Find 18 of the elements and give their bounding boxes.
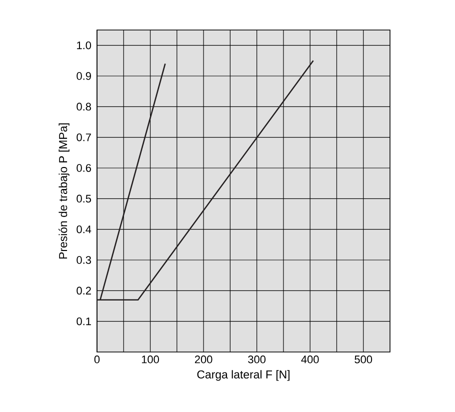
y-tick-label: 0.2 [76, 286, 91, 295]
y-tick-label: 0.4 [76, 225, 92, 234]
y-tick-label: 0.7 [76, 133, 91, 142]
x-tick-label: 300 [248, 356, 266, 364]
x-tick-label: 500 [354, 356, 372, 364]
x-tick-label: 200 [194, 356, 212, 364]
x-tick-label: 400 [301, 356, 319, 364]
y-tick-label: 0.8 [76, 102, 91, 111]
x-axis-title: Carga lateral F [N] [197, 370, 290, 381]
y-tick-label: 1.0 [77, 41, 92, 50]
x-tick-label: 0 [94, 356, 100, 364]
y-tick-label: 0.9 [76, 72, 91, 80]
y-tick-label: 0.3 [76, 256, 91, 264]
y-tick-label: 0.5 [76, 194, 92, 203]
x-tick-label: 100 [142, 356, 159, 364]
y-tick-label: 0.6 [76, 164, 91, 172]
y-tick-label: 0.1 [76, 317, 91, 326]
y-axis-title: Presión de trabajo P [MPa] [58, 123, 70, 259]
